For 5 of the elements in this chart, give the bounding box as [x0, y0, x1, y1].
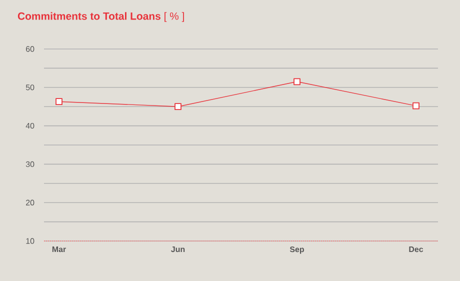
point	[412, 102, 420, 110]
point	[56, 98, 62, 106]
point	[294, 78, 300, 86]
chart-title: Commitments to Total Loans [ % ]	[18, 12, 184, 22]
point	[174, 103, 182, 110]
